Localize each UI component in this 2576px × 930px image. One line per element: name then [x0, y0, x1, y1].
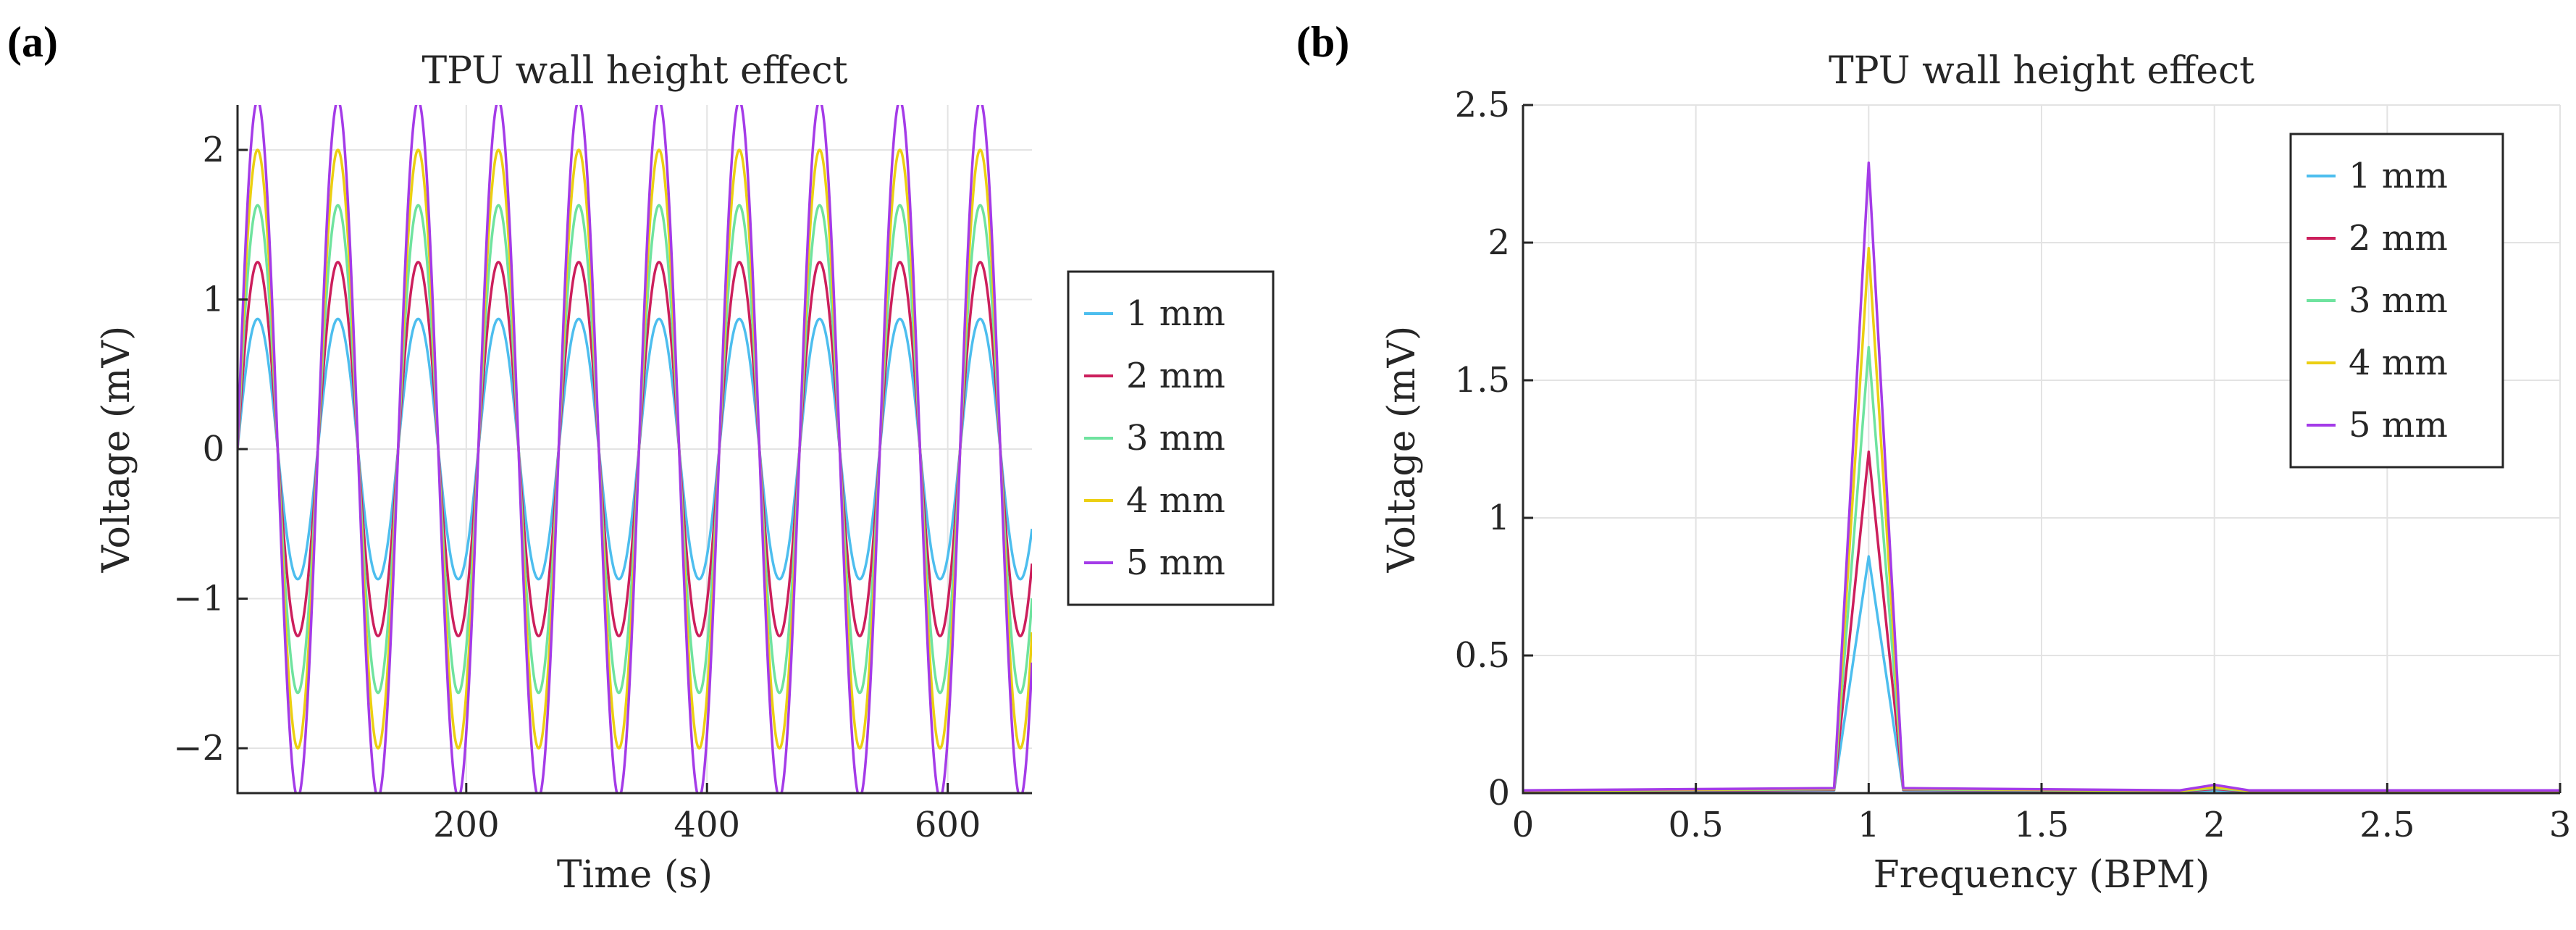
legend-label-3: 3 mm [1126, 418, 1225, 458]
chart-title: TPU wall height effect [421, 49, 847, 93]
x-tick-label: 600 [915, 805, 981, 845]
y-tick-label: 2 [202, 130, 225, 170]
x-tick-label: 2.5 [2359, 805, 2415, 845]
x-tick-label: 400 [674, 805, 740, 845]
legend-label-2: 2 mm [1126, 356, 1225, 396]
chart-b: 0 0.5 1 1.5 2 2.5 3 0 0.5 1 1.5 2 2.5 TPU wall height… [1380, 49, 2571, 897]
panel-a-label: (a) [7, 18, 58, 66]
legend-label-2: 2 mm [2349, 218, 2448, 259]
y-tick-label: 1 [1488, 498, 1510, 538]
legend-label-5: 5 mm [2349, 405, 2448, 445]
y-tick-label: 0 [202, 429, 225, 469]
x-tick-label: 1.5 [2014, 805, 2069, 845]
legend-label-3: 3 mm [2349, 280, 2448, 321]
legend-label-5: 5 mm [1126, 542, 1225, 583]
legend-label-1: 1 mm [2349, 156, 2448, 196]
x-tick-label: 2 [2203, 805, 2225, 845]
y-tick-label: −2 [173, 728, 225, 768]
x-axis-label: Frequency (BPM) [1874, 853, 2210, 897]
series-line-5 [238, 105, 1032, 793]
legend-label-1: 1 mm [1126, 293, 1225, 334]
x-tick-label: 200 [433, 805, 500, 845]
y-tick-label: 1.5 [1455, 360, 1510, 401]
series-lines [238, 105, 1032, 793]
series-line-1 [238, 317, 1032, 581]
x-tick-label: 0.5 [1668, 805, 1723, 845]
chart-title: TPU wall height effect [1829, 49, 2254, 93]
y-tick-label: 0 [1488, 773, 1510, 813]
legend: 1 mm 2 mm 3 mm 4 mm 5 mm [2289, 133, 2504, 469]
y-tick-label: 2.5 [1455, 85, 1510, 125]
x-axis-label: Time (s) [557, 853, 713, 897]
y-tick-label: 1 [202, 279, 225, 319]
x-tick-label: 3 [2549, 805, 2572, 845]
panel-b-label: (b) [1296, 18, 1349, 66]
legend-label-4: 4 mm [2349, 343, 2448, 383]
x-tick-label: 0 [1512, 805, 1535, 845]
legend-label-4: 4 mm [1126, 480, 1225, 521]
legend: 1 mm 2 mm 3 mm 4 mm 5 mm [1067, 270, 1275, 606]
chart-a: 200 400 600 2 1 0 −1 −2 TPU wall height effect Ti… [95, 49, 1275, 897]
y-tick-label: 0.5 [1455, 635, 1510, 676]
y-axis-label: Voltage (mV) [1380, 326, 1424, 574]
x-tick-label: 1 [1858, 805, 1880, 845]
axes-frame [236, 105, 1032, 795]
y-tick-label: 2 [1488, 222, 1510, 263]
y-axis-label: Voltage (mV) [95, 326, 138, 574]
y-tick-label: −1 [173, 579, 225, 619]
